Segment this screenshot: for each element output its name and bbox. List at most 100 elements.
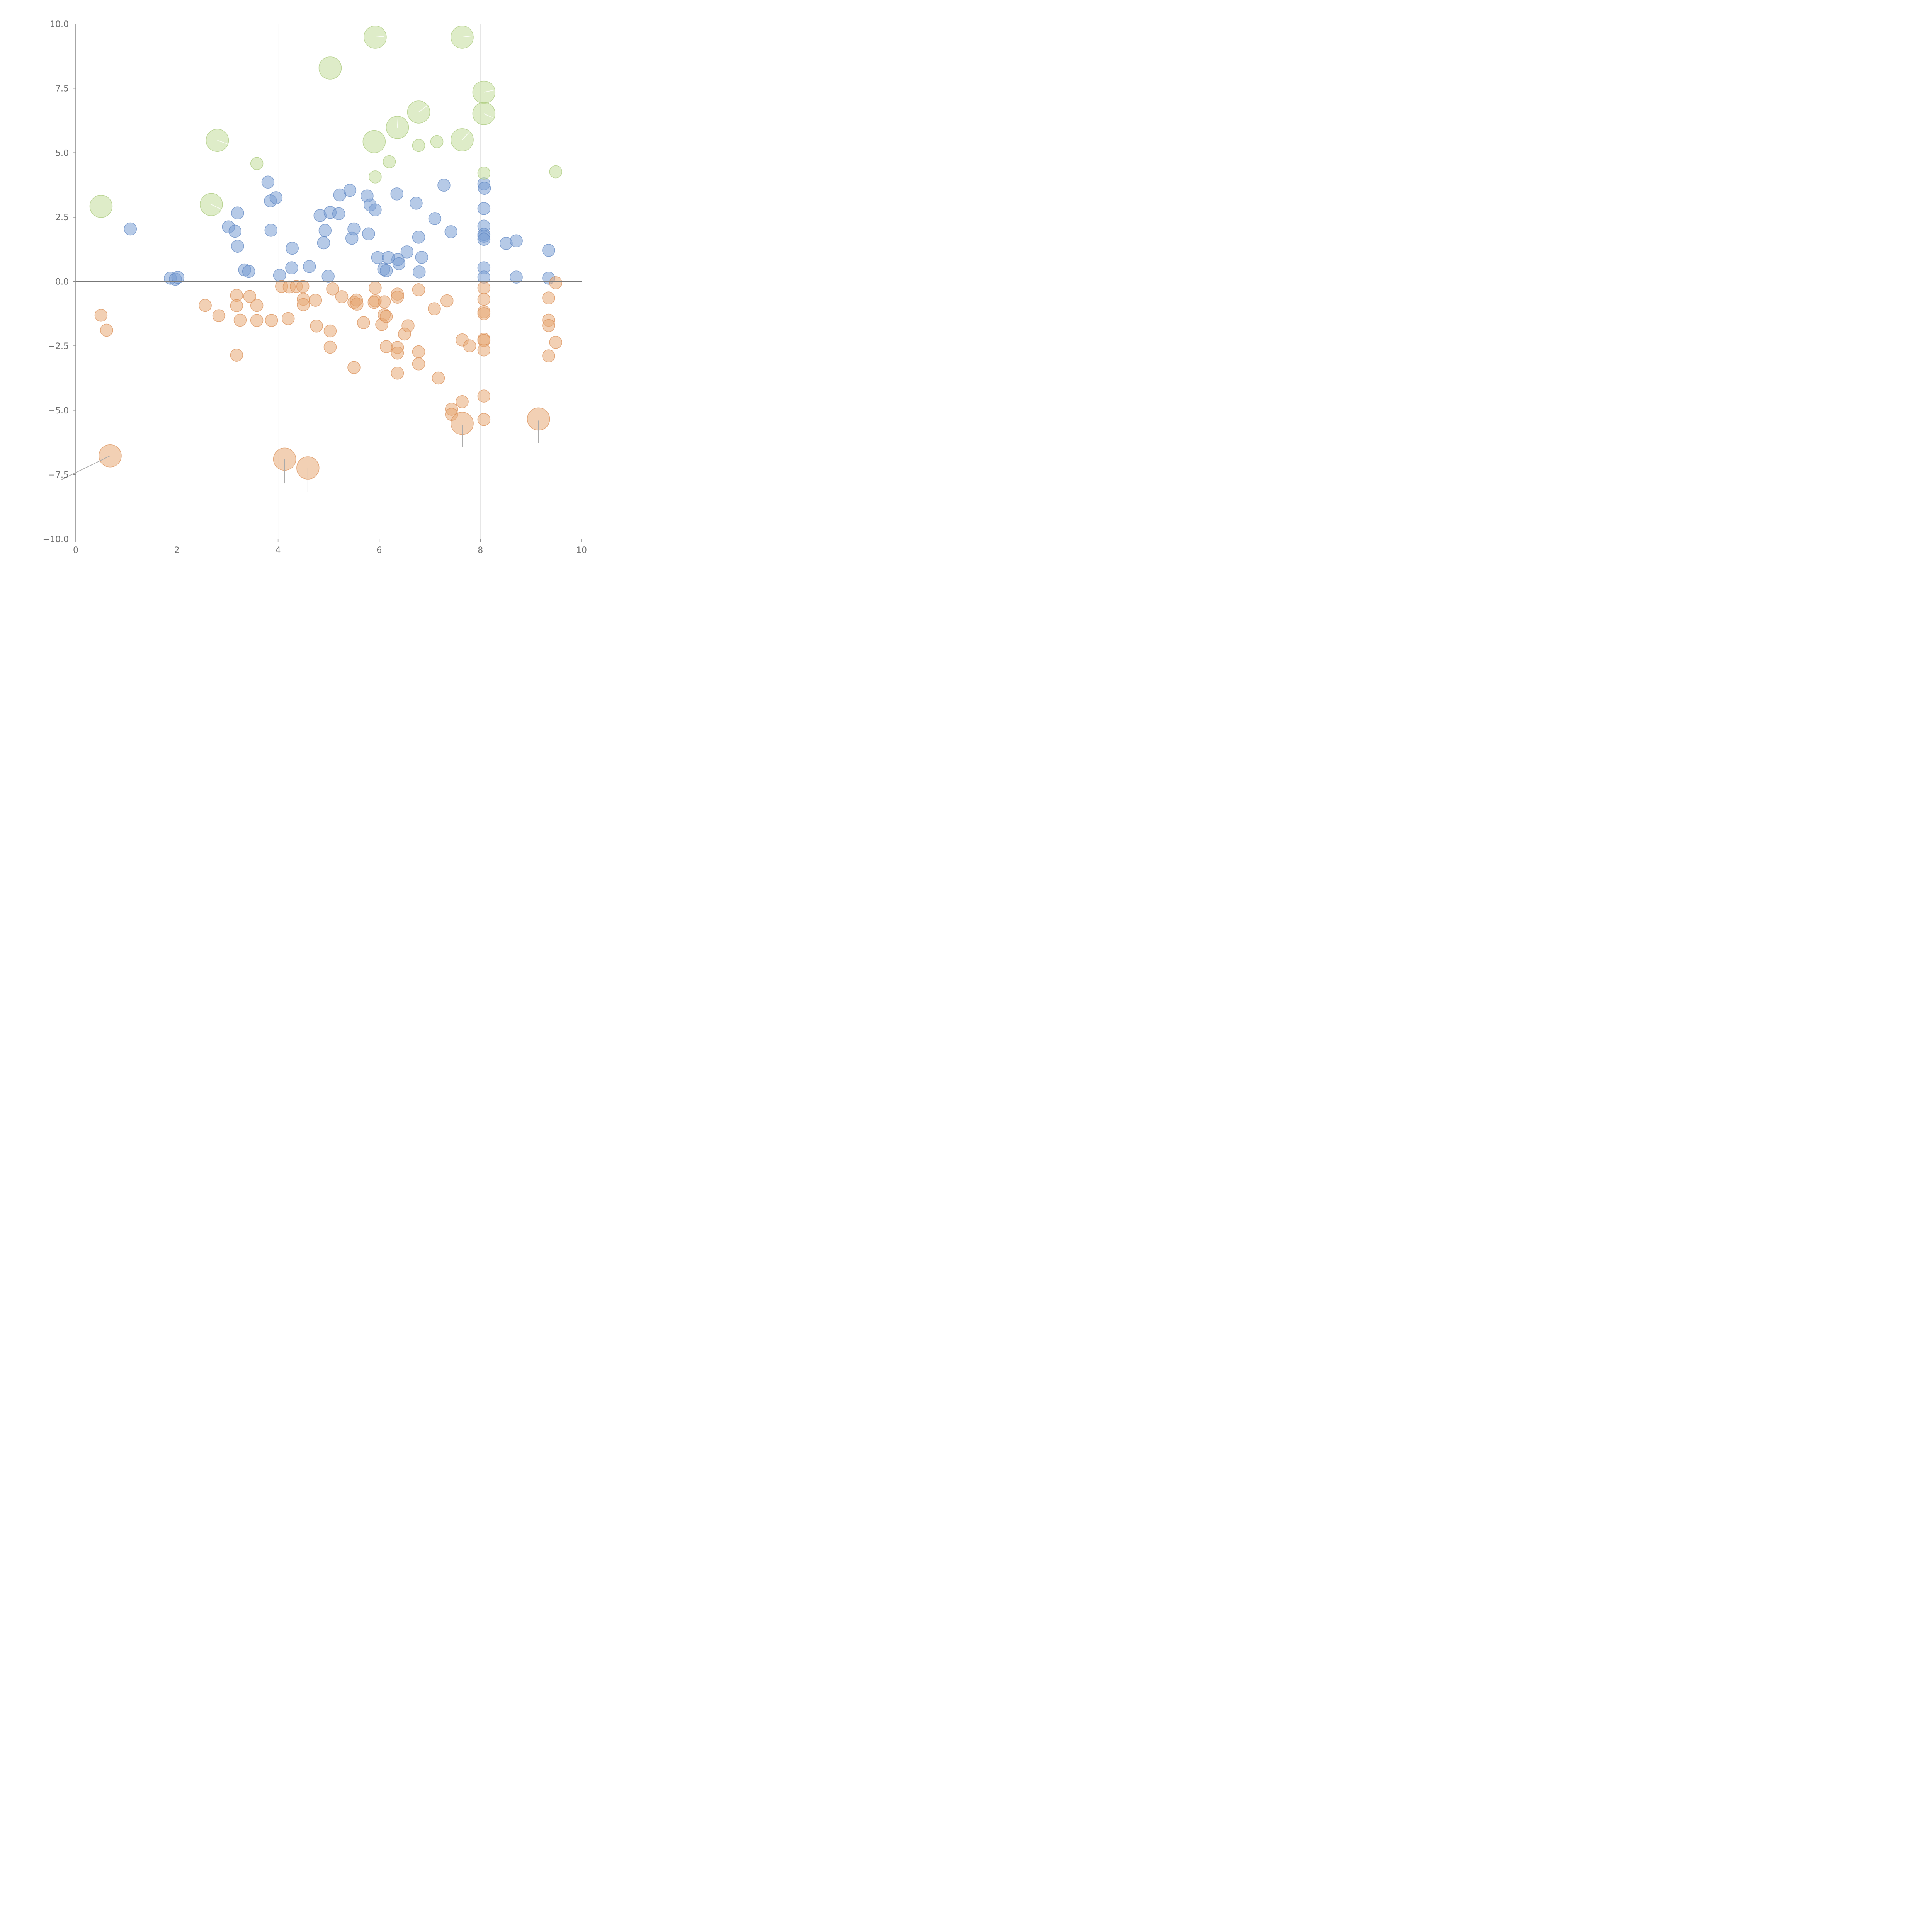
point-positive-58	[510, 270, 523, 284]
point-negative-62	[477, 344, 491, 357]
point-green-small-1	[369, 170, 382, 184]
point-negative-30	[369, 281, 382, 294]
point-positive-23	[332, 207, 345, 220]
point-negative-47	[412, 357, 425, 371]
point-negative-65	[542, 291, 555, 304]
point-positive-3	[171, 271, 185, 284]
point-negative-11	[265, 314, 278, 327]
point-positive-6	[231, 206, 244, 219]
y-tick-label-8: −10.0	[43, 535, 69, 544]
x-tick-label-4: 8	[478, 546, 483, 555]
leader-line-light-6	[462, 131, 470, 140]
y-tick-label-1: 7.5	[55, 84, 69, 94]
scatter-chart: 0 2 4 6 8 10 10.0 7.5 5.0 2.5 0.0 −2.5 −5.0 −7.5 −10.0	[43, 20, 587, 555]
point-negative-34	[378, 295, 391, 308]
point-positive-25	[343, 184, 357, 197]
point-green-large-5	[362, 130, 386, 153]
point-negative-29	[357, 316, 370, 329]
point-positive-46	[444, 225, 458, 238]
point-positive-45	[437, 179, 451, 192]
point-negative-64	[477, 413, 491, 426]
point-positive-36	[390, 187, 403, 201]
point-positive-44	[428, 212, 442, 225]
point-green-small-3	[412, 139, 425, 152]
leader-line-light-0	[211, 204, 224, 211]
leader-line-light-7	[484, 90, 494, 93]
point-negative-44	[401, 319, 415, 332]
leader-line-light-4	[418, 105, 428, 112]
point-negative-18	[297, 298, 310, 311]
point-green-small-4	[430, 135, 444, 148]
y-tick-label-7: −7.5	[48, 470, 69, 480]
point-negative-59	[477, 307, 491, 320]
point-positive-9	[242, 265, 255, 278]
point-positive-16	[286, 242, 299, 255]
point-negative-26	[347, 361, 361, 374]
y-tick-label-2: 5.0	[55, 148, 69, 158]
point-negative-50	[440, 294, 454, 308]
point-negative-55	[463, 339, 476, 352]
point-positive-10	[261, 175, 275, 189]
point-positive-38	[392, 257, 406, 270]
point-negative-63	[477, 389, 491, 403]
x-tick-label-3: 6	[376, 546, 382, 555]
point-positive-5	[228, 224, 242, 238]
point-negative-57	[477, 293, 491, 306]
point-negative-28	[350, 298, 364, 311]
point-negative-41	[391, 347, 404, 360]
point-positive-59	[542, 244, 555, 257]
axis-ticks: 0 2 4 6 8 10 10.0 7.5 5.0 2.5 0.0 −2.5 −5.0 −7.5 −10.0	[43, 20, 587, 555]
point-negative-10	[250, 314, 264, 327]
point-positive-29	[362, 227, 375, 240]
point-positive-49	[477, 202, 491, 215]
point-positive-40	[410, 197, 423, 210]
point-negative-36	[379, 310, 393, 323]
point-negative-6	[230, 349, 243, 362]
point-negative-45	[412, 283, 425, 296]
point-positive-31	[369, 203, 382, 216]
point-positive-34	[379, 264, 393, 277]
point-negative-70	[549, 336, 562, 349]
point-green-large-3	[318, 56, 342, 80]
point-negative-24	[335, 290, 349, 303]
x-tick-label-0: 0	[73, 546, 78, 555]
leader-line-light-1	[217, 140, 227, 144]
x-tick-label-5: 10	[576, 546, 587, 555]
point-positive-20	[318, 224, 332, 237]
point-negative-2	[199, 299, 212, 312]
leader-line-light-2	[375, 36, 384, 37]
point-positive-41	[412, 231, 425, 244]
point-positive-12	[264, 224, 278, 237]
point-negative-1	[100, 323, 113, 337]
point-negative-8	[243, 290, 257, 303]
point-negative-42	[391, 367, 404, 380]
point-positive-0	[124, 222, 137, 236]
point-green-small-2	[383, 155, 396, 168]
point-negative-3	[212, 309, 226, 322]
y-tick-label-4: 0.0	[55, 277, 69, 287]
point-negative-13	[282, 312, 295, 325]
point-green-small-6	[549, 165, 562, 179]
leader-line-0	[61, 455, 111, 480]
point-negative-56	[477, 281, 491, 294]
point-negative-21	[323, 324, 337, 338]
point-green-large-0	[89, 195, 113, 218]
point-negative-49	[432, 371, 445, 385]
point-negative-9	[250, 299, 264, 312]
y-tick-label-6: −5.0	[48, 406, 69, 416]
point-positive-19	[317, 236, 330, 250]
point-negative-20	[310, 320, 323, 333]
point-positive-43	[415, 251, 429, 264]
point-negative-46	[412, 345, 425, 359]
x-tick-label-2: 4	[276, 546, 281, 555]
point-negative-67	[542, 319, 555, 332]
leader-line-light-5	[462, 35, 475, 37]
point-negative-0	[94, 309, 108, 322]
point-negative-69	[549, 276, 562, 289]
point-positive-17	[303, 260, 316, 273]
point-positive-42	[413, 265, 426, 279]
point-positive-53	[477, 233, 491, 246]
point-positive-27	[347, 222, 361, 236]
y-tick-label-0: 10.0	[50, 20, 69, 29]
leader-line-light-8	[483, 113, 493, 118]
